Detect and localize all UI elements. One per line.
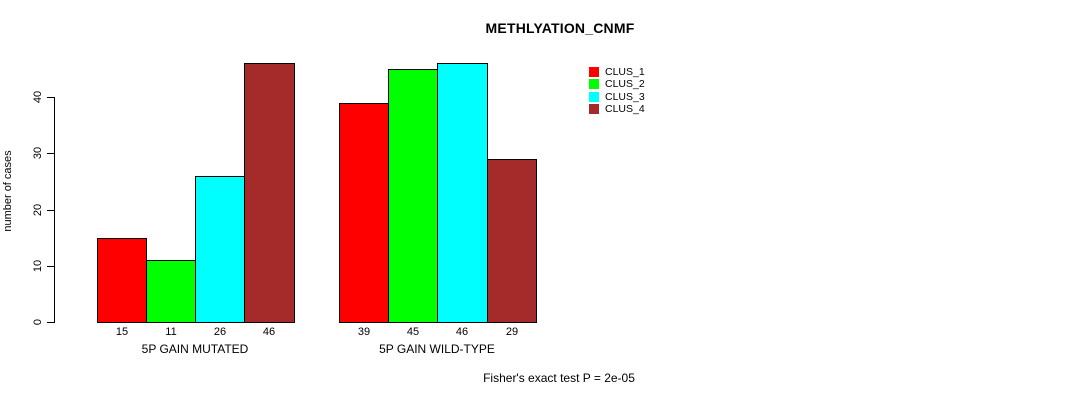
bar-value-label: 46 [262, 326, 276, 338]
chart-title: METHLYATION_CNMF [485, 20, 635, 36]
x-group-label: 5P GAIN MUTATED [141, 342, 249, 356]
bar-value-label: 45 [406, 326, 420, 338]
y-tick-label: 0 [32, 318, 44, 326]
y-tick-mark [47, 266, 54, 267]
legend-item-clus_2: CLUS_2 [589, 78, 645, 90]
bar-clus_1-group1 [97, 238, 147, 323]
y-axis-label: number of cases [2, 150, 14, 232]
bar-value-label: 15 [115, 326, 129, 338]
legend-label: CLUS_3 [605, 90, 645, 103]
y-tick-label: 30 [32, 146, 44, 160]
y-tick-mark [47, 210, 54, 211]
bar-clus_2-group2 [388, 69, 438, 323]
legend-item-clus_3: CLUS_3 [589, 91, 645, 103]
y-axis-line [54, 97, 55, 323]
bar-clus_2-group1 [146, 260, 196, 323]
legend-swatch [589, 91, 599, 102]
legend-swatch [589, 67, 599, 78]
y-tick-label: 40 [32, 90, 44, 104]
bar-value-label: 11 [165, 326, 177, 338]
legend-item-clus_4: CLUS_4 [589, 103, 645, 115]
y-tick-mark [47, 153, 54, 154]
bar-clus_1-group2 [339, 103, 389, 323]
y-tick-mark [47, 322, 54, 323]
legend-label: CLUS_1 [605, 66, 645, 78]
bar-clus_4-group1 [244, 63, 295, 323]
legend: CLUS_1 CLUS_2 CLUS_3 CLUS_4 [589, 66, 645, 115]
y-tick-label: 20 [32, 203, 44, 217]
bar-value-label: 46 [455, 326, 469, 338]
x-group-label: 5P GAIN WILD-TYPE [379, 342, 495, 356]
bar-clus_4-group2 [487, 159, 537, 323]
legend-label: CLUS_2 [605, 78, 645, 91]
bar-clus_3-group2 [437, 63, 488, 323]
legend-item-clus_1: CLUS_1 [589, 66, 645, 78]
bar-value-label: 29 [505, 326, 519, 338]
annotation-text: Fisher's exact test P = 2e-05 [483, 371, 635, 385]
legend-label: CLUS_4 [605, 102, 645, 115]
y-tick-mark [47, 97, 54, 98]
bar-value-label: 26 [213, 326, 227, 338]
legend-swatch [589, 79, 599, 90]
bar-clus_3-group1 [195, 176, 245, 323]
y-tick-label: 10 [32, 259, 44, 273]
legend-swatch [589, 104, 599, 115]
bar-value-label: 39 [357, 326, 371, 338]
